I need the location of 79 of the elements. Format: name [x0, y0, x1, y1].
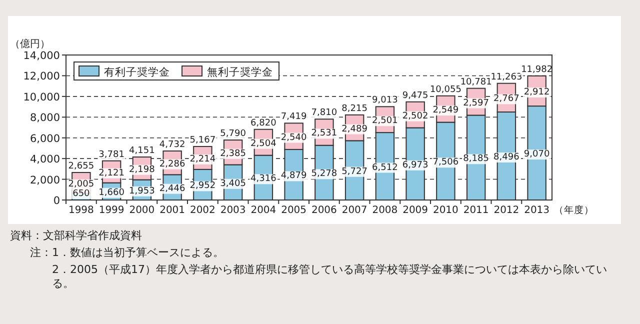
total-label: 8,215 — [342, 104, 368, 114]
total-label: 7,419 — [280, 112, 307, 122]
text: 2．2005（平成17）年度入学者から都道府県に移管している高等学校等奨学金事業については本表から除いている。 — [52, 263, 608, 291]
data-label: 2,198 — [129, 164, 156, 175]
data-label: 2,549 — [432, 106, 459, 116]
data-label: 2,504 — [250, 138, 277, 149]
total-label: 5,167 — [190, 135, 216, 146]
x-axis-title: （年度） — [554, 204, 594, 216]
x-tick-label: 2003 — [220, 205, 246, 216]
y-tick-label: 0 — [53, 195, 60, 207]
data-label: 9,070 — [524, 150, 550, 160]
x-tick-label: 2012 — [494, 205, 520, 216]
x-tick-label: 2005 — [281, 205, 307, 216]
data-label: 2,912 — [524, 87, 550, 98]
total-label: 2,655 — [68, 162, 94, 172]
y-tick-label: 14,000 — [23, 50, 60, 62]
y-tick-label: 8,000 — [30, 112, 60, 124]
y-axis-title: （億円） — [10, 38, 50, 50]
data-label: 2,489 — [342, 124, 368, 134]
data-label: 7,506 — [432, 158, 459, 168]
total-label: 11,263 — [490, 72, 522, 82]
text: 資料：文部科学省作成資料 — [10, 229, 143, 243]
total-label: 6,820 — [250, 118, 277, 128]
total-label: 3,781 — [98, 150, 124, 160]
data-label: 2,767 — [494, 94, 520, 104]
data-label: 5,278 — [311, 169, 338, 180]
legend-label: 有利子奨学金 — [104, 66, 170, 78]
x-tick-label: 2009 — [402, 205, 428, 216]
x-tick-label: 2002 — [190, 205, 216, 216]
total-label: 11,982 — [521, 64, 553, 75]
data-label: 2,540 — [280, 132, 307, 143]
data-label: 8,496 — [494, 152, 520, 163]
data-label: 6,512 — [372, 162, 398, 173]
total-label: 5,790 — [220, 129, 246, 140]
text: 注：1．数値は当初予算ベースによる。 — [30, 246, 225, 260]
x-tick-label: 2008 — [372, 205, 398, 216]
data-label: 2,214 — [190, 154, 216, 164]
x-tick-label: 2000 — [129, 205, 155, 216]
data-label: 2,501 — [372, 116, 398, 126]
data-label: 2,286 — [159, 159, 186, 170]
data-label: 2,385 — [220, 148, 246, 159]
y-tick-label: 12,000 — [23, 70, 60, 83]
data-label: 1,953 — [129, 186, 155, 196]
total-label: 10,055 — [430, 84, 462, 95]
x-tick-label: 2010 — [432, 205, 458, 216]
x-tick-label: 2007 — [342, 205, 368, 216]
x-tick-label: 2006 — [311, 205, 337, 216]
data-label: 1,660 — [98, 188, 125, 198]
total-label: 9,475 — [402, 90, 428, 101]
data-label: 8,185 — [463, 154, 489, 164]
x-tick-label: 2013 — [524, 205, 550, 216]
x-tick-label: 2004 — [250, 205, 276, 216]
total-label: 10,781 — [460, 77, 492, 88]
total-label: 4,732 — [159, 140, 186, 150]
data-label: 4,879 — [280, 171, 307, 182]
data-label: 2,121 — [98, 168, 124, 178]
data-label: 2,952 — [190, 181, 216, 192]
x-tick-label: 2001 — [160, 205, 186, 216]
data-label: 2,531 — [311, 128, 338, 139]
total-label: 4,151 — [129, 146, 155, 156]
total-label: 7,810 — [311, 108, 338, 118]
x-tick-label: 1999 — [98, 205, 124, 216]
x-tick-label: 2011 — [463, 205, 489, 216]
data-label: 2,005 — [68, 179, 94, 190]
legend-label: 無利子奨学金 — [207, 66, 273, 78]
total-label: 9,013 — [372, 96, 398, 106]
data-label: 5,727 — [342, 166, 368, 177]
y-tick-label: 10,000 — [23, 91, 60, 104]
y-tick-label: 6,000 — [30, 132, 60, 145]
data-label: 4,316 — [250, 174, 277, 184]
data-label: 3,405 — [220, 178, 246, 189]
data-label: 650 — [72, 189, 90, 199]
data-label: 2,597 — [463, 98, 489, 108]
x-tick-label: 1998 — [68, 205, 94, 216]
y-tick-label: 2,000 — [30, 174, 60, 186]
data-label: 2,502 — [402, 111, 428, 122]
data-label: 6,973 — [402, 160, 428, 170]
data-label: 2,446 — [159, 184, 186, 194]
y-tick-label: 4,000 — [30, 154, 60, 166]
